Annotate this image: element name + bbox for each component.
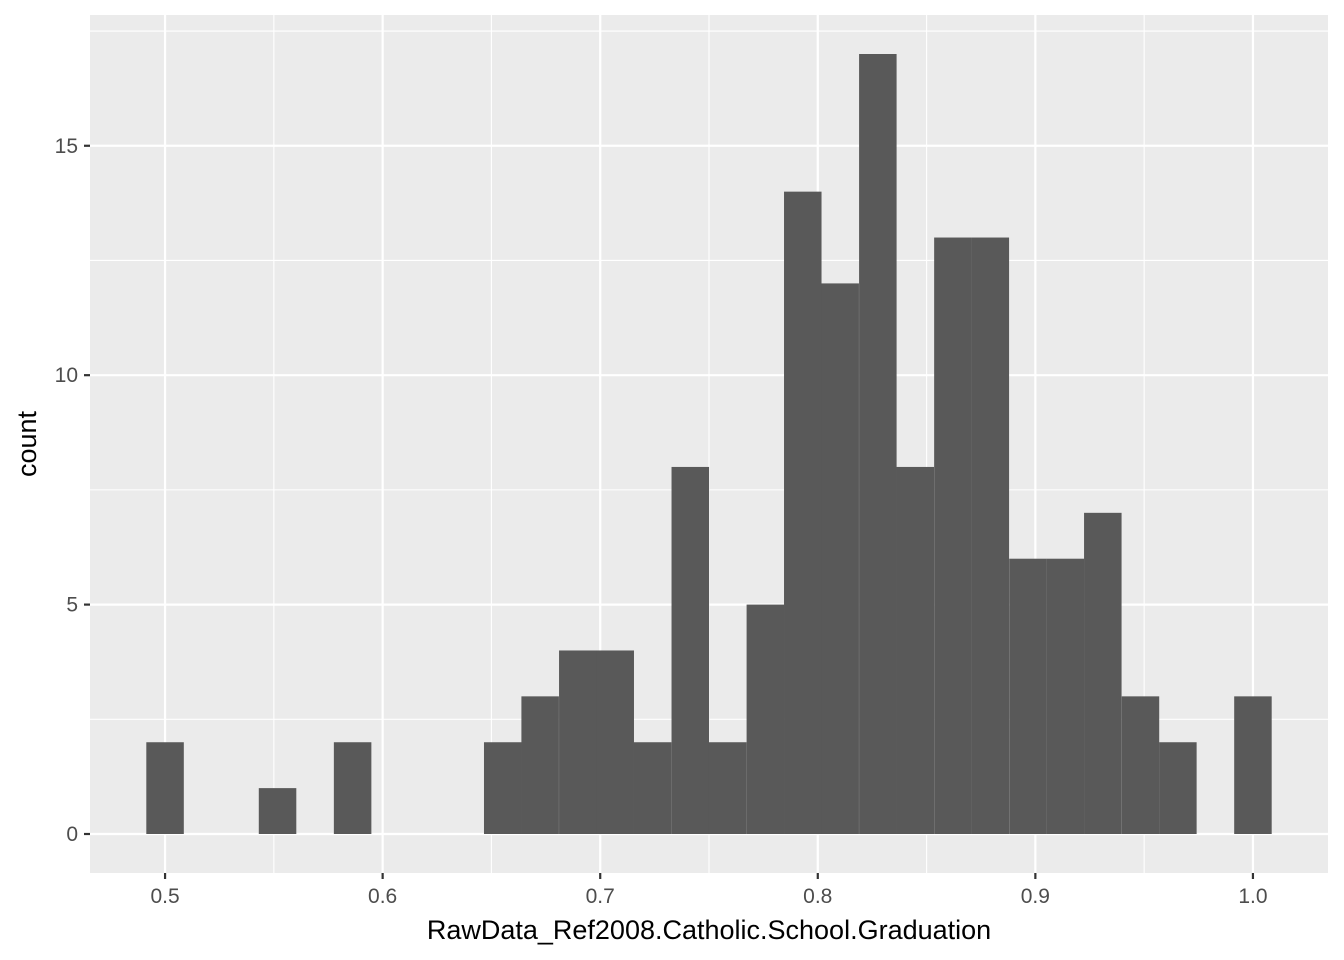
y-tick-label: 15 <box>55 135 78 158</box>
histogram-bar <box>596 650 634 834</box>
histogram-bar <box>559 650 597 834</box>
x-axis-title: RawData_Ref2008.Catholic.School.Graduati… <box>427 915 991 945</box>
histogram-bar <box>521 696 559 834</box>
x-tick-label: 0.9 <box>1021 885 1050 908</box>
histogram-bar <box>971 237 1010 834</box>
histogram-bar <box>1084 512 1122 834</box>
histogram-bar <box>333 742 372 834</box>
histogram-bar <box>859 54 897 834</box>
histogram-bar <box>633 742 672 834</box>
histogram-bar <box>934 237 972 834</box>
histogram-bar <box>821 283 859 835</box>
histogram-bar <box>896 466 935 834</box>
y-axis: 0 5 10 15 <box>55 135 90 846</box>
x-tick-label: 0.7 <box>586 885 615 908</box>
x-tick-label: 1.0 <box>1238 885 1267 908</box>
histogram-bar <box>671 466 710 834</box>
histogram-bar <box>1121 696 1160 834</box>
x-axis: 0.5 0.6 0.7 0.8 0.9 1.0 <box>150 873 1268 908</box>
histogram-bar <box>1234 696 1272 834</box>
y-axis-title: count <box>12 410 42 477</box>
histogram-bar <box>483 742 522 834</box>
histogram-bars <box>146 54 1272 835</box>
y-tick-label: 10 <box>55 364 78 387</box>
histogram-bar <box>1046 558 1085 834</box>
histogram-bar <box>746 604 785 834</box>
histogram-bar <box>146 742 184 834</box>
histogram-bar <box>1159 742 1197 834</box>
histogram-bar <box>1009 558 1047 834</box>
x-tick-label: 0.6 <box>368 885 397 908</box>
histogram-bar <box>784 191 822 834</box>
y-tick-label: 5 <box>66 594 78 617</box>
histogram-bar <box>708 742 747 834</box>
y-tick-label: 0 <box>66 823 78 846</box>
histogram-bar <box>258 788 297 834</box>
major-gridlines <box>90 15 1328 873</box>
x-tick-label: 0.8 <box>803 885 832 908</box>
x-tick-label: 0.5 <box>150 885 179 908</box>
